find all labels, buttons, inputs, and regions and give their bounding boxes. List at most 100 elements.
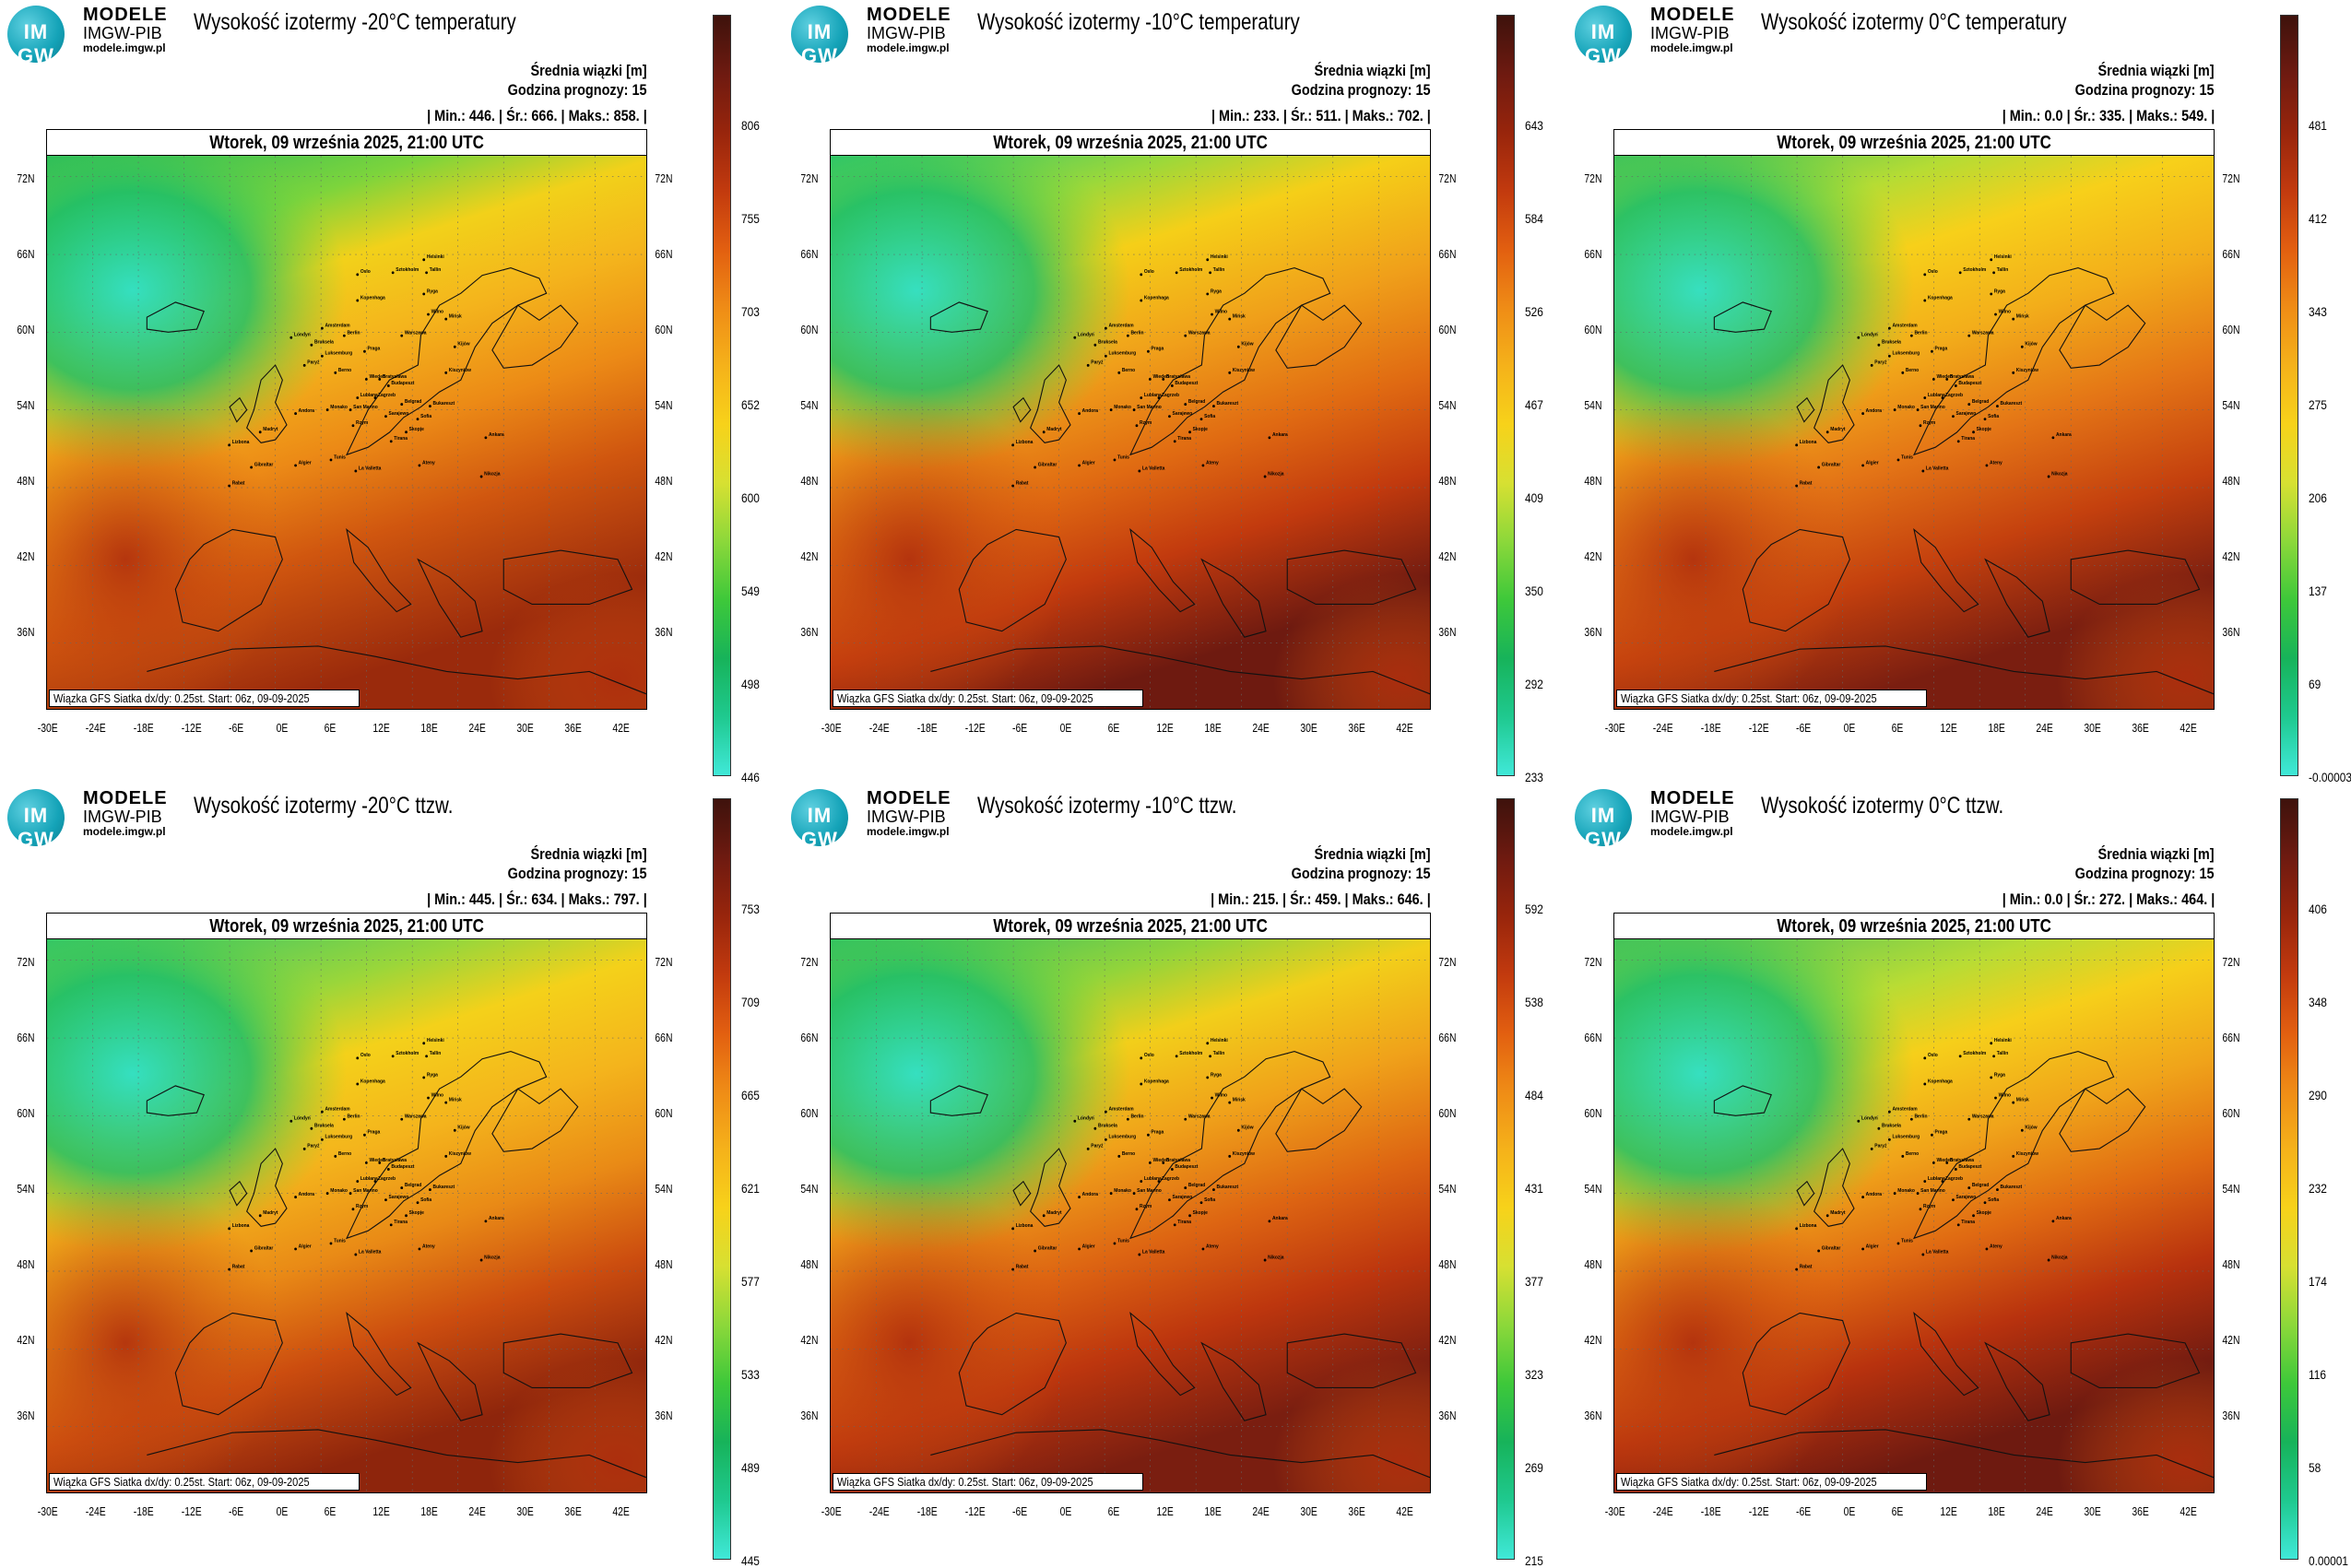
city-dot xyxy=(1825,1214,1829,1218)
city-dot xyxy=(1168,1198,1171,1202)
coastline xyxy=(147,1429,646,1479)
city-dot xyxy=(1170,1168,1174,1171)
city-label: Kiszyniów xyxy=(449,1151,471,1157)
imgw-logo-icon xyxy=(1575,6,1632,63)
city-dot xyxy=(373,1180,377,1183)
cold-region xyxy=(47,939,347,1254)
lon-label: -6E xyxy=(1012,721,1028,735)
city-label: Kopenhaga xyxy=(360,1079,385,1084)
coastline xyxy=(929,1085,988,1116)
city-dot xyxy=(228,443,231,447)
coastline xyxy=(929,301,988,333)
city-label: Skopje xyxy=(409,1210,424,1216)
lon-label: 12E xyxy=(1940,1504,1957,1518)
model-footer: Wiązka GFS Siatka dx/dy: 0.25st. Start: … xyxy=(833,1473,1143,1491)
logo-text: IM GW xyxy=(18,20,54,67)
cold-region xyxy=(1614,939,1914,1254)
city-label: Skopje xyxy=(409,427,424,432)
lon-label: -24E xyxy=(868,721,890,735)
city-dot xyxy=(1958,1055,1962,1058)
city-dot xyxy=(1893,408,1896,412)
city-dot xyxy=(1117,1154,1121,1158)
city-label: Belgrad xyxy=(1972,399,1989,405)
city-dot xyxy=(1958,271,1962,275)
city-dot xyxy=(1983,418,1987,421)
colorbar-label: 467 xyxy=(1525,397,1543,412)
city-label: San Marino xyxy=(353,405,378,410)
lon-label: 18E xyxy=(1204,1504,1222,1518)
city-label: Warszawa xyxy=(405,1114,427,1119)
coastline xyxy=(1714,1429,2214,1479)
lat-label: 48N xyxy=(655,474,673,488)
coastline xyxy=(1714,645,2214,695)
map-info: Średnia wiązki [m] Godzina prognozy: 15 xyxy=(1292,844,1431,884)
city-label: Oslo xyxy=(1928,1053,1938,1058)
lon-label: 42E xyxy=(612,1504,630,1518)
lat-label: 42N xyxy=(17,549,35,563)
city-dot xyxy=(1870,1147,1873,1150)
lon-label: 36E xyxy=(2132,1504,2149,1518)
city-dot xyxy=(1034,466,1037,469)
coastline xyxy=(1128,1051,1331,1240)
city-dot xyxy=(1817,466,1821,469)
city-dot xyxy=(1941,1180,1944,1183)
city-dot xyxy=(329,458,333,462)
city-dot xyxy=(1157,396,1161,399)
lon-label: 24E xyxy=(468,1504,486,1518)
lon-label: 6E xyxy=(324,1504,337,1518)
lat-label: 72N xyxy=(655,955,673,969)
city-label: Helsinki xyxy=(1211,254,1229,260)
city-dot xyxy=(1042,1214,1046,1218)
imgw-logo-icon xyxy=(1575,789,1632,846)
city-label: Berno xyxy=(338,1151,351,1157)
lon-label: -18E xyxy=(133,1504,154,1518)
city-dot xyxy=(1126,334,1129,337)
lat-label: 66N xyxy=(1584,247,1602,261)
city-dot xyxy=(302,1147,306,1150)
lon-label: 18E xyxy=(1204,721,1222,735)
colorbar-label: 498 xyxy=(741,677,760,691)
lat-label: 72N xyxy=(655,171,673,185)
warm-region xyxy=(1614,395,1850,709)
city-label: Warszawa xyxy=(1972,330,1994,336)
city-label: Berlin xyxy=(347,1114,360,1119)
city-dot xyxy=(1206,1042,1210,1045)
city-dot xyxy=(349,1192,352,1196)
city-dot xyxy=(444,317,448,321)
city-dot xyxy=(1795,484,1799,488)
coastline xyxy=(1275,304,1363,369)
lon-label: 0E xyxy=(276,1504,289,1518)
lon-label: -30E xyxy=(1604,721,1625,735)
city-label: Tallin xyxy=(1997,267,2009,273)
city-dot xyxy=(405,430,408,434)
city-label: Gibraltar xyxy=(1822,1245,1841,1251)
city-dot xyxy=(1921,1253,1925,1256)
city-label: Tunis xyxy=(1901,454,1913,460)
map-info: Średnia wiązki [m] Godzina prognozy: 15 xyxy=(508,844,647,884)
city-label: Gibraltar xyxy=(1822,462,1841,467)
city-dot xyxy=(320,1110,324,1114)
footer-text: Wiązka GFS Siatka dx/dy: 0.25st. Start: … xyxy=(837,691,1093,705)
lat-label: 60N xyxy=(800,323,819,336)
date-bar: Wtorek, 09 września 2025, 21:00 UTC xyxy=(46,129,647,156)
city-label: Belgrad xyxy=(1972,1183,1989,1188)
city-dot xyxy=(1887,1138,1891,1141)
city-label: Ankara xyxy=(2056,432,2072,438)
brand-url: modele.imgw.pl xyxy=(83,824,166,838)
city-label: Warszawa xyxy=(1972,1114,1994,1119)
coastline xyxy=(1200,1341,1267,1421)
coastline xyxy=(1984,1341,2050,1421)
city-dot xyxy=(2020,1128,2024,1132)
colorbar-label: 233 xyxy=(1525,770,1543,784)
coastline xyxy=(346,527,412,613)
colorbar-label: 409 xyxy=(1525,490,1543,505)
coastline xyxy=(146,301,205,333)
map-title: Wysokość izotermy 0°C temperatury xyxy=(1761,9,2067,35)
stats-line: | Min.: 0.0 | Śr.: 335. | Maks.: 549. | xyxy=(2002,107,2215,124)
city-dot xyxy=(1923,299,1927,302)
colorbar-label: 621 xyxy=(741,1181,760,1196)
logo-text: IM GW xyxy=(801,804,838,851)
city-label: Algier xyxy=(1082,1244,1095,1249)
imgw-logo-icon xyxy=(791,789,848,846)
city-dot xyxy=(1992,271,1995,275)
